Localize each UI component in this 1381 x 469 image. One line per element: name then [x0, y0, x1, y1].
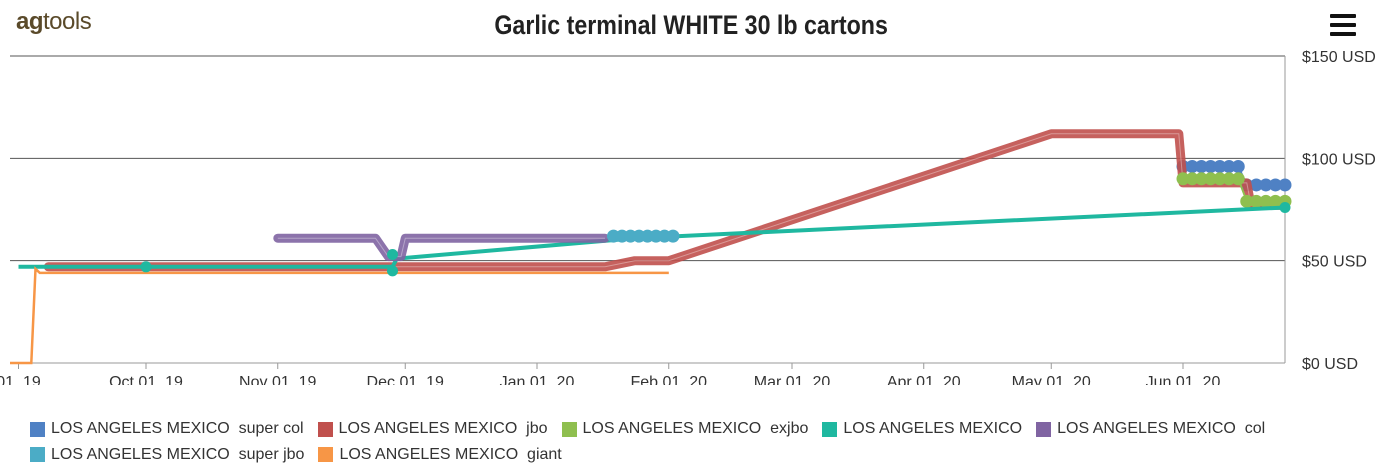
series-marker-los-angeles-mexico-exjbo — [1231, 172, 1245, 186]
legend-item[interactable]: LOS ANGELES MEXICO col — [1036, 418, 1265, 440]
series-marker-los-angeles-mexico-super-col — [1194, 160, 1208, 174]
series-marker-los-angeles-mexico-exjbo — [1222, 172, 1236, 186]
x-tick-label: Jan 01, 20 — [500, 374, 575, 385]
series-marker-los-angeles-mexico-super-col — [1185, 160, 1199, 174]
legend-item[interactable]: LOS ANGELES MEXICO exjbo — [561, 418, 809, 440]
series-line-los-angeles-mexico-giant — [10, 266, 669, 365]
series-marker-los-angeles-mexico-super-col — [1231, 160, 1245, 174]
x-tick-label: Oct 01, 19 — [109, 374, 183, 385]
x-tick-label: 01, 19 — [0, 374, 41, 385]
series-marker-los-angeles-mexico-super-col — [1268, 178, 1282, 192]
chart-legend: LOS ANGELES MEXICO super col LOS ANGELES … — [30, 418, 1370, 469]
series-marker-los-angeles-mexico-super-col — [1204, 160, 1218, 174]
y-tick-label: $100 USD — [1302, 151, 1376, 168]
legend-label: LOS ANGELES MEXICO super col — [51, 420, 304, 437]
legend-swatch — [561, 421, 577, 437]
x-tick-label: Apr 01, 20 — [887, 374, 961, 385]
series-marker-los-angeles-mexico — [140, 261, 152, 273]
hamburger-menu-icon[interactable] — [1330, 14, 1356, 36]
series-marker-los-angeles-mexico-super-col — [1213, 160, 1227, 174]
series-marker-los-angeles-mexico-exjbo — [1185, 172, 1199, 186]
legend-item[interactable]: LOS ANGELES MEXICO super col — [30, 418, 304, 440]
x-tick-label: Nov 01, 19 — [239, 374, 316, 385]
series-marker-los-angeles-mexico-exjbo — [1213, 172, 1227, 186]
agtools-logo[interactable]: agtools — [16, 8, 92, 36]
legend-swatch — [1036, 421, 1052, 437]
series-marker-los-angeles-mexico — [387, 265, 398, 277]
legend-label: LOS ANGELES MEXICO — [843, 420, 1023, 437]
y-tick-label: $0 USD — [1302, 356, 1358, 373]
series-marker-los-angeles-mexico-exjbo — [1204, 172, 1218, 186]
series-marker-los-angeles-mexico-super-col — [1259, 178, 1273, 192]
legend-item[interactable]: LOS ANGELES MEXICO giant — [318, 444, 562, 466]
legend-item[interactable]: LOS ANGELES MEXICO jbo — [317, 418, 548, 440]
series-marker-los-angeles-mexico-super-col — [1249, 178, 1263, 192]
legend-label: LOS ANGELES MEXICO exjbo — [582, 420, 809, 437]
y-tick-label: $50 USD — [1302, 254, 1367, 271]
series-marker-los-angeles-mexico-super-col — [1278, 178, 1292, 192]
series-marker-los-angeles-mexico-exjbo — [1259, 194, 1273, 208]
series-marker-los-angeles-mexico-exjbo — [1240, 194, 1254, 208]
legend-label: LOS ANGELES MEXICO jbo — [338, 420, 548, 437]
series-marker-los-angeles-mexico — [1279, 201, 1291, 213]
series-marker-los-angeles-mexico-super-jbo — [666, 229, 680, 243]
legend-swatch — [317, 421, 333, 437]
x-tick-label: Jun 01, 20 — [1146, 374, 1221, 385]
x-tick-label: Dec 01, 19 — [367, 374, 444, 385]
legend-label: LOS ANGELES MEXICO giant — [339, 445, 562, 463]
chart-title: Garlic terminal WHITE 30 lb cartons — [494, 10, 888, 40]
legend-item[interactable]: LOS ANGELES MEXICO super jbo — [30, 444, 304, 466]
legend-label: LOS ANGELES MEXICO col — [1057, 420, 1266, 437]
x-tick-label: May 01, 20 — [1012, 374, 1091, 385]
legend-swatch — [318, 447, 334, 462]
series-marker-los-angeles-mexico-exjbo — [1249, 194, 1263, 208]
series-band-los-angeles-mexico-jbo — [43, 129, 1290, 272]
legend-label: LOS ANGELES MEXICO super jbo — [51, 445, 305, 463]
logo-ag-text: ag — [16, 8, 44, 35]
series-marker-los-angeles-mexico-exjbo — [1176, 172, 1190, 186]
x-tick-label: Feb 01, 20 — [631, 374, 708, 385]
legend-swatch — [822, 421, 838, 437]
chart-svg: $0 USD $50 USD $100 USD $150 USD 01, 19 Oct 0… — [0, 49, 1376, 385]
series-band-highlight-los-angeles-mexico-jbo — [48, 133, 1285, 268]
series-marker-los-angeles-mexico-exjbo — [1194, 172, 1208, 186]
x-tick-label: Mar 01, 20 — [754, 374, 831, 385]
legend-swatch — [30, 421, 45, 437]
legend-item[interactable]: LOS ANGELES MEXICO — [822, 418, 1022, 440]
legend-swatch — [30, 447, 45, 462]
series-marker-los-angeles-mexico-super-col — [1222, 160, 1236, 174]
y-tick-label: $150 USD — [1302, 49, 1376, 66]
series-line-los-angeles-mexico — [18, 205, 1286, 269]
logo-tools-text: tools — [43, 8, 92, 35]
series-marker-los-angeles-mexico-exjbo — [1268, 194, 1282, 208]
series-marker-los-angeles-mexico — [387, 249, 398, 261]
